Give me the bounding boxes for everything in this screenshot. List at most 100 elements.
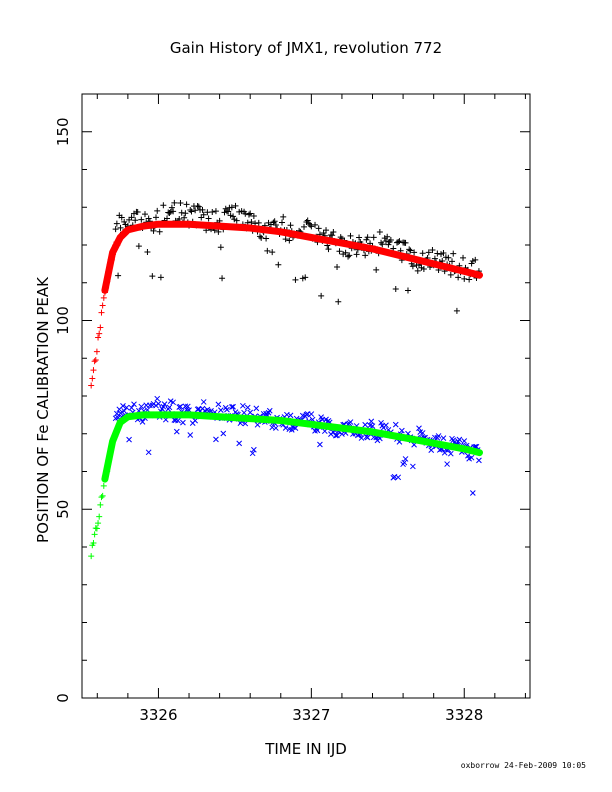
lower-scatter-point	[126, 436, 132, 443]
lower-scatter-point	[139, 419, 146, 425]
upper-scatter-point	[160, 202, 167, 209]
upper-scatter-point	[212, 208, 219, 215]
upper-scatter-point	[447, 271, 454, 278]
lower-early-point	[96, 513, 103, 520]
lower-scatter-point	[128, 404, 135, 411]
upper-scatter-point	[376, 228, 383, 235]
lower-scatter-point	[395, 474, 402, 481]
upper-scatter-point	[144, 248, 151, 255]
upper-scatter-point	[166, 209, 173, 216]
x-tick-label: 3328	[445, 706, 483, 724]
upper-early-point	[100, 294, 107, 301]
upper-scatter-point	[200, 211, 207, 218]
lower-scatter-point	[332, 432, 339, 439]
lower-scatter-point	[369, 423, 376, 429]
lower-early-point	[88, 553, 95, 560]
lower-scatter-point	[131, 401, 137, 408]
lower-scatter-point	[166, 404, 173, 411]
lower-scatter-point	[287, 412, 294, 419]
upper-scatter-point	[453, 307, 460, 314]
lower-scatter-point	[416, 425, 422, 432]
upper-scatter-point	[255, 219, 262, 226]
upper-scatter-point	[135, 243, 142, 250]
lower-scatter-point	[145, 449, 152, 456]
upper-scatter-point	[233, 217, 240, 224]
y-tick-label: 150	[54, 117, 72, 146]
upper-scatter-point	[272, 221, 279, 228]
upper-scatter-point	[138, 216, 145, 223]
upper-scatter-point	[304, 217, 311, 224]
lower-scatter-point	[468, 454, 475, 461]
lower-scatter-point	[147, 402, 153, 409]
upper-scatter-point	[171, 199, 178, 206]
upper-scatter-point	[318, 292, 325, 299]
chart-title: Gain History of JMX1, revolution 772	[170, 39, 442, 57]
footer-stamp: oxborrow 24-Feb-2009 10:05	[461, 761, 586, 770]
lower-scatter-point	[378, 419, 384, 426]
lower-scatter-point	[456, 436, 463, 443]
lower-scatter-point	[220, 430, 227, 437]
upper-early-point	[99, 302, 106, 309]
upper-scatter-point	[420, 265, 427, 272]
lower-early-point	[95, 520, 102, 527]
upper-scatter-point	[450, 250, 457, 257]
upper-scatter-point	[177, 200, 184, 207]
upper-early-point	[95, 334, 102, 341]
upper-scatter-point	[353, 251, 360, 258]
upper-scatter-point	[205, 215, 212, 222]
lower-scatter-point	[247, 409, 254, 416]
lower-scatter-point	[170, 399, 176, 406]
x-tick-label: 3327	[292, 706, 330, 724]
upper-scatter-point	[115, 272, 122, 279]
lower-scatter-point	[230, 403, 236, 410]
lower-early-point	[91, 531, 98, 538]
upper-scatter-point	[301, 223, 308, 230]
lower-scatter-point	[217, 407, 224, 414]
upper-fit-curve	[101, 220, 483, 294]
upper-scatter-point	[168, 204, 175, 211]
upper-early-point	[90, 367, 97, 374]
upper-scatter-point	[141, 211, 148, 218]
upper-scatter-point	[199, 206, 206, 213]
upper-scatter-point	[248, 219, 255, 226]
upper-scatter-point	[170, 208, 177, 215]
upper-scatter-point	[280, 213, 287, 220]
upper-scatter-point	[308, 223, 315, 230]
x-tick-label: 3326	[139, 706, 177, 724]
upper-scatter-point	[182, 210, 189, 217]
upper-scatter-point	[455, 274, 462, 281]
lower-scatter-point	[461, 438, 468, 444]
upper-scatter-point	[409, 263, 416, 270]
upper-scatter-point	[460, 254, 467, 261]
upper-scatter-point	[329, 232, 336, 239]
lower-scatter-point	[236, 440, 243, 447]
lower-scatter-point	[239, 402, 246, 409]
upper-scatter-point	[134, 208, 141, 215]
lower-early-point	[93, 525, 100, 532]
lower-scatter-point	[447, 450, 454, 457]
lower-scatter-point	[419, 430, 426, 436]
lower-scatter-point	[364, 434, 371, 441]
upper-early-point	[91, 358, 98, 365]
upper-scatter-point	[419, 250, 426, 257]
upper-early-point	[93, 348, 100, 355]
upper-scatter-point	[425, 249, 432, 256]
upper-scatter-point	[228, 204, 235, 211]
upper-scatter-point	[232, 202, 239, 209]
upper-scatter-point	[414, 267, 421, 274]
upper-scatter-point	[225, 208, 232, 215]
upper-scatter-point	[362, 252, 369, 259]
upper-scatter-point	[449, 258, 456, 265]
axis-ticks	[82, 93, 530, 699]
plot-frame	[81, 93, 531, 699]
upper-scatter-point	[385, 241, 392, 248]
upper-scatter-point	[263, 235, 270, 242]
upper-scatter-point	[346, 252, 353, 259]
upper-scatter-point	[157, 274, 164, 281]
lower-scatter-point	[224, 406, 230, 413]
upper-scatter-point	[245, 211, 252, 218]
lower-scatter-point	[339, 431, 345, 437]
y-tick-label: 0	[54, 693, 72, 703]
y-tick-label: 50	[54, 500, 72, 519]
upper-scatter-point	[145, 215, 152, 222]
